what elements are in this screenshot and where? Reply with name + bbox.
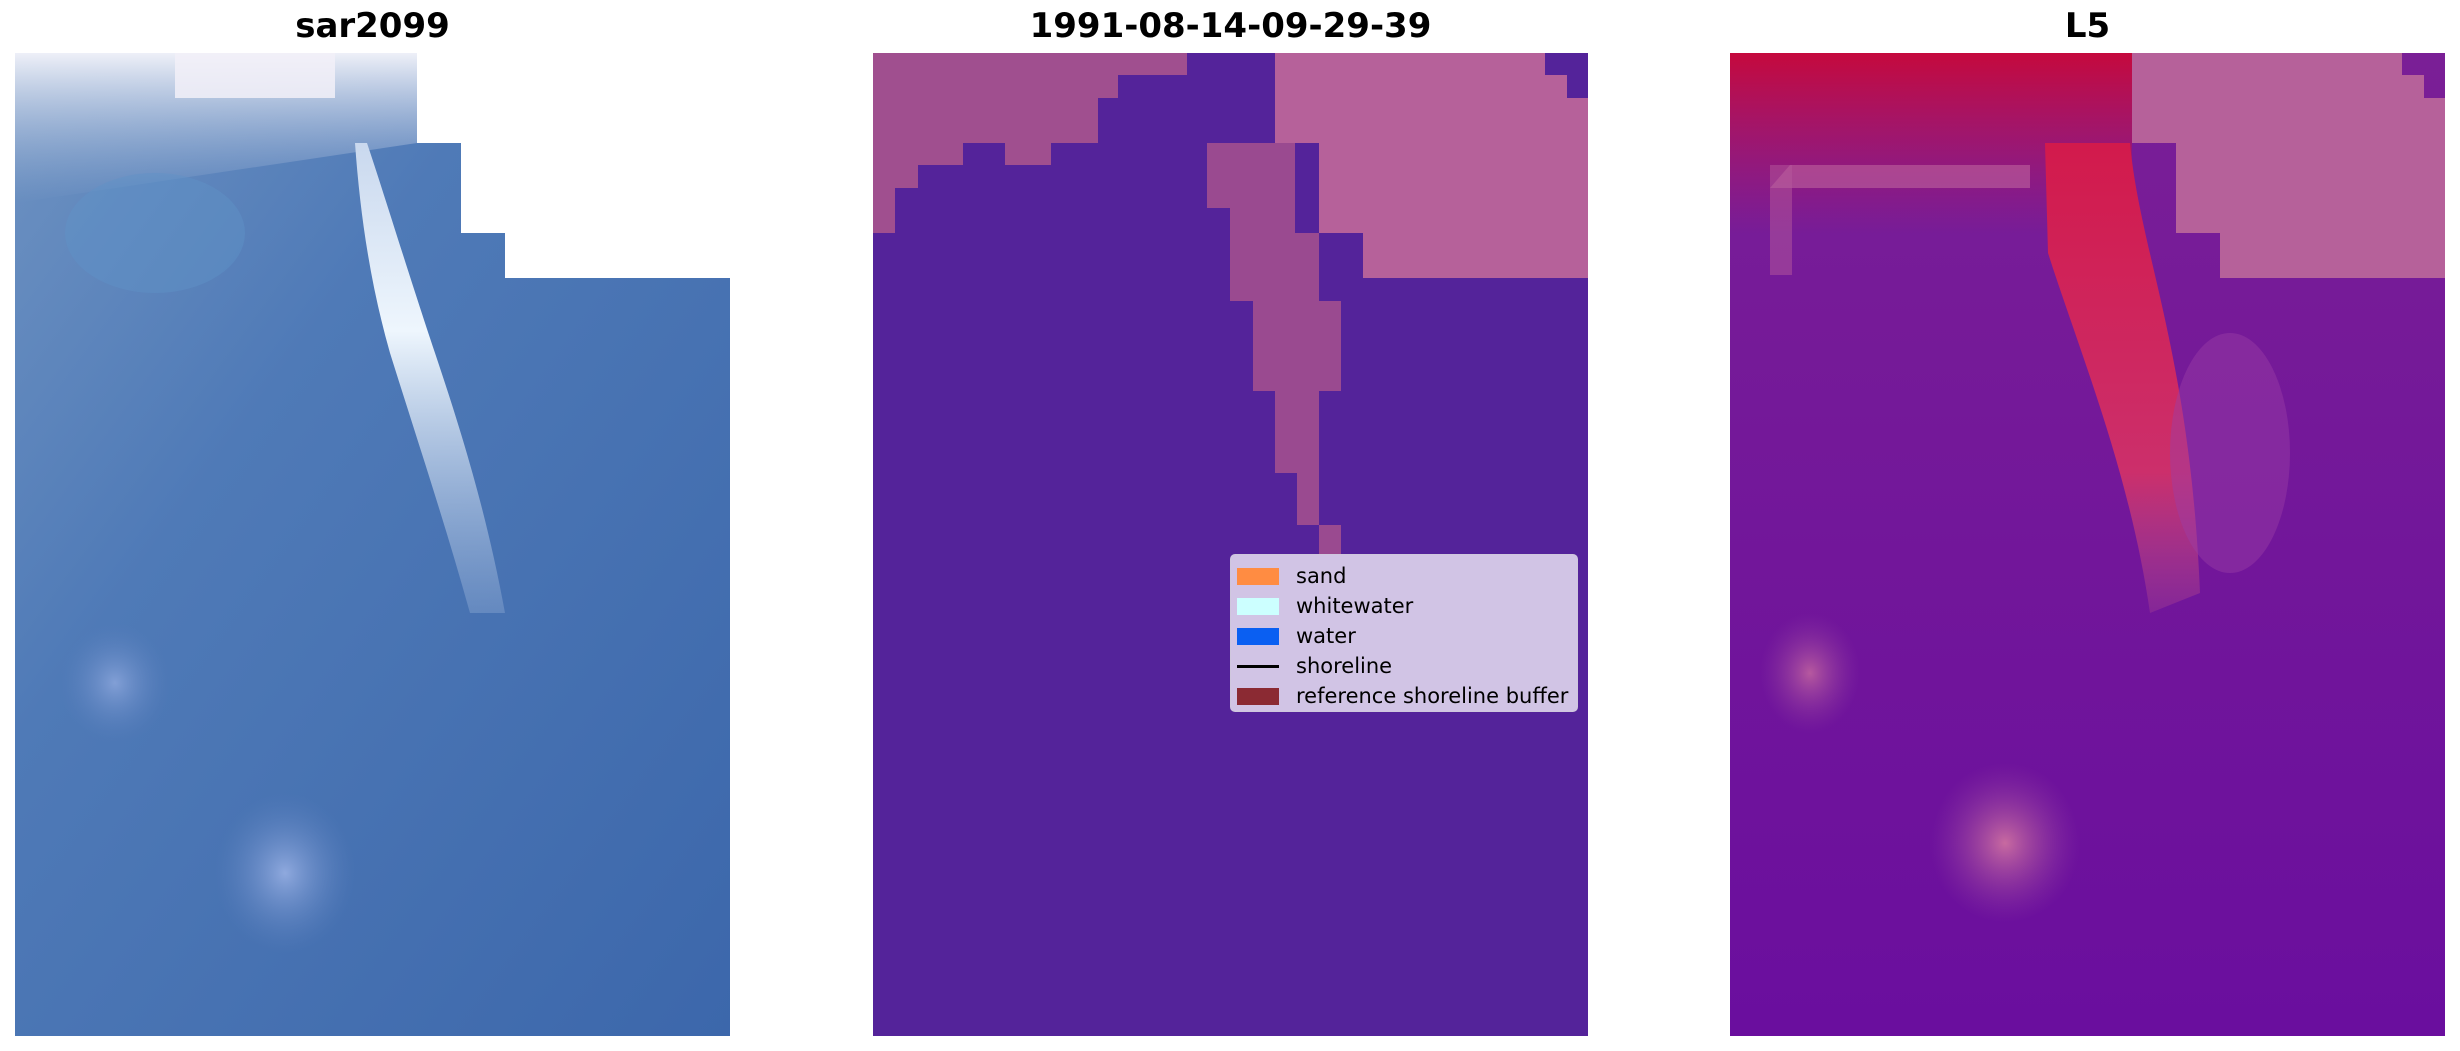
legend-item-sand: sand — [1237, 561, 1577, 591]
water-index-image — [1730, 53, 2445, 1036]
sand-swatch — [1237, 567, 1279, 585]
water-swatch — [1237, 627, 1279, 645]
legend: sand whitewater water shoreline referenc… — [1230, 554, 1578, 712]
legend-item-water: water — [1237, 621, 1577, 651]
legend-item-whitewater: whitewater — [1237, 591, 1577, 621]
legend-label-shoreline: shoreline — [1296, 654, 1393, 678]
legend-label-reference-buffer: reference shoreline buffer — [1296, 684, 1569, 708]
panel-title-rgb: sar2099 — [295, 6, 450, 46]
legend-label-whitewater: whitewater — [1296, 594, 1414, 618]
panel-title-classified: 1991-08-14-09-29-39 — [1029, 6, 1432, 46]
legend-item-reference-buffer: reference shoreline buffer — [1237, 681, 1577, 711]
reference-buffer-swatch — [1237, 687, 1279, 705]
shoreline-line-swatch — [1237, 664, 1279, 668]
rgb-satellite-image — [15, 53, 730, 1036]
panel-title-index: L5 — [2064, 6, 2111, 46]
legend-label-water: water — [1296, 624, 1356, 648]
classified-image — [873, 53, 1588, 1036]
whitewater-swatch — [1237, 597, 1279, 615]
legend-item-shoreline: shoreline — [1237, 651, 1577, 681]
legend-label-sand: sand — [1296, 564, 1347, 588]
